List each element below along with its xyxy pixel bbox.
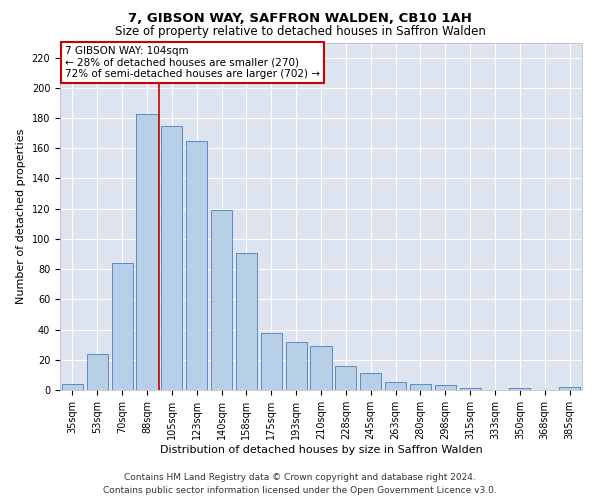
Bar [509, 388, 530, 390]
Bar [136, 114, 158, 390]
Bar [112, 263, 133, 390]
Bar [559, 387, 580, 390]
Bar [435, 386, 456, 390]
Text: 7, GIBSON WAY, SAFFRON WALDEN, CB10 1AH: 7, GIBSON WAY, SAFFRON WALDEN, CB10 1AH [128, 12, 472, 26]
Bar [211, 210, 232, 390]
Bar [410, 384, 431, 390]
Bar [87, 354, 108, 390]
Y-axis label: Number of detached properties: Number of detached properties [16, 128, 26, 304]
X-axis label: Distribution of detached houses by size in Saffron Walden: Distribution of detached houses by size … [160, 444, 482, 454]
Text: Contains HM Land Registry data © Crown copyright and database right 2024.
Contai: Contains HM Land Registry data © Crown c… [103, 474, 497, 495]
Bar [286, 342, 307, 390]
Bar [385, 382, 406, 390]
Bar [62, 384, 83, 390]
Bar [161, 126, 182, 390]
Bar [335, 366, 356, 390]
Text: 7 GIBSON WAY: 104sqm
← 28% of detached houses are smaller (270)
72% of semi-deta: 7 GIBSON WAY: 104sqm ← 28% of detached h… [65, 46, 320, 79]
Bar [460, 388, 481, 390]
Bar [310, 346, 332, 390]
Bar [186, 140, 207, 390]
Bar [236, 252, 257, 390]
Text: Size of property relative to detached houses in Saffron Walden: Size of property relative to detached ho… [115, 25, 485, 38]
Bar [261, 332, 282, 390]
Bar [360, 374, 381, 390]
